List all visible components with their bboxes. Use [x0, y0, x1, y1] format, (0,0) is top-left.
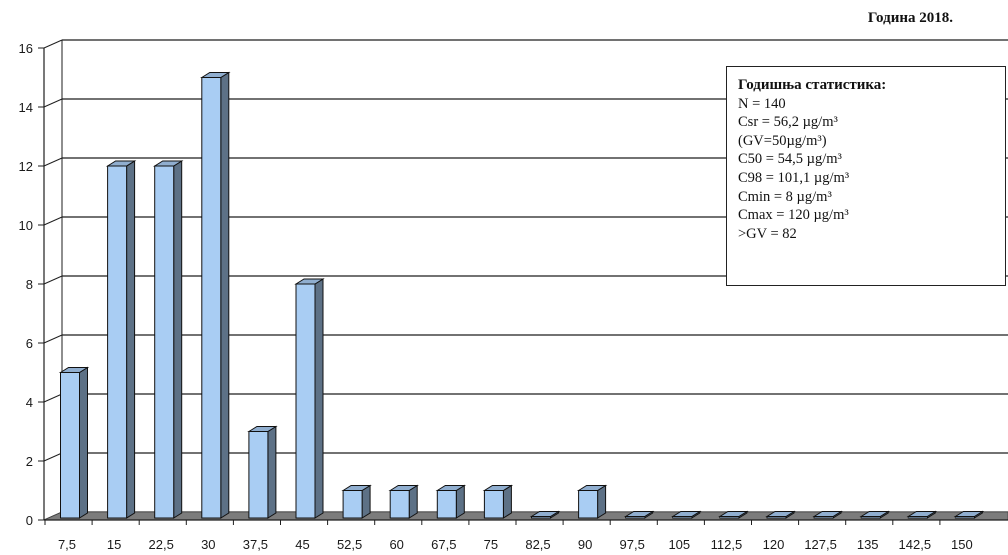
bar — [483, 490, 504, 519]
y-tick-label: 2 — [26, 454, 33, 469]
bar — [766, 516, 787, 519]
bar — [907, 516, 928, 519]
bar — [201, 77, 222, 519]
bar-side — [314, 278, 324, 519]
x-tick-label: 60 — [389, 537, 403, 552]
x-tick-label: 67,5 — [431, 537, 456, 552]
grid-line-diagonal — [43, 39, 63, 49]
x-tick-label: 15 — [107, 537, 121, 552]
bar-side — [173, 160, 183, 519]
bar — [813, 516, 834, 519]
statistics-line: C50 = 54,5 µg/m³ — [738, 151, 842, 168]
statistics-line: Csr = 56,2 µg/m³ — [738, 114, 838, 131]
y-tick-label: 8 — [26, 277, 33, 292]
grid-line-diagonal — [43, 393, 63, 403]
bar-side — [597, 484, 607, 519]
x-tick-label: 120 — [763, 537, 785, 552]
x-tick-label: 22,5 — [149, 537, 174, 552]
bar-side — [79, 366, 88, 519]
y-tick-label: 14 — [19, 100, 33, 115]
bar — [954, 516, 975, 519]
bar — [672, 516, 693, 519]
statistics-line: Cmin = 8 µg/m³ — [738, 188, 832, 205]
grid-line-diagonal — [43, 275, 63, 285]
x-tick-label: 112,5 — [711, 537, 743, 552]
y-tick-label: 6 — [26, 336, 33, 351]
bar — [248, 431, 269, 519]
bar-side — [502, 484, 512, 519]
bar-side — [267, 425, 277, 519]
statistics-title: Годишња статистика: — [738, 77, 887, 93]
statistics-line: C98 = 101,1 µg/m³ — [738, 169, 850, 186]
bar-side — [126, 160, 136, 519]
x-tick-label: 105 — [668, 537, 690, 552]
y-tick-label: 16 — [19, 41, 33, 56]
y-tick-label: 4 — [26, 395, 33, 410]
x-tick-label: 30 — [201, 537, 215, 552]
bar — [531, 516, 551, 519]
bar — [719, 516, 740, 519]
x-tick-label: 45 — [295, 537, 309, 552]
y-tick-label: 0 — [26, 513, 33, 528]
statistics-line: N = 140 — [738, 95, 786, 112]
x-tick-labels: 7,5 15 22,5 30 37,5 45 52,5 60 67,5 75 82,5 90 97,5 1… — [58, 537, 973, 552]
x-tick-label: 127,5 — [804, 537, 837, 552]
x-tick-label: 82,5 — [525, 537, 550, 552]
x-tick-label: 7,5 — [58, 537, 76, 552]
statistics-line: (GV=50µg/m³) — [738, 132, 827, 149]
grid-line-diagonal — [43, 216, 63, 226]
bar-side — [455, 484, 465, 519]
bar — [107, 165, 128, 519]
bar — [154, 165, 175, 519]
bar — [389, 490, 410, 519]
statistics-line: Cmax = 120 µg/m³ — [738, 207, 849, 224]
bars — [58, 71, 985, 519]
bar — [295, 283, 316, 519]
bar-side — [361, 484, 371, 519]
grid-line-diagonal — [43, 334, 63, 344]
year-label: Година 2018. — [867, 10, 953, 26]
y-tick-label: 12 — [19, 159, 33, 174]
bar — [860, 516, 881, 519]
bar-side — [408, 484, 418, 519]
x-tick-label: 75 — [484, 537, 498, 552]
x-tick-label: 52,5 — [337, 537, 362, 552]
x-tick-label: 150 — [951, 537, 973, 552]
grid-line-diagonal — [43, 157, 63, 167]
x-tick-label: 135 — [857, 537, 879, 552]
x-tick-label: 90 — [578, 537, 592, 552]
bar-side — [220, 71, 230, 519]
statistics-line: >GV = 82 — [738, 225, 797, 242]
x-tick-label: 97,5 — [620, 537, 645, 552]
bar — [342, 490, 363, 519]
bar — [578, 490, 599, 519]
bar — [60, 372, 80, 519]
grid-line-diagonal — [43, 98, 63, 108]
x-tick-label: 37,5 — [243, 537, 268, 552]
y-tick-labels: 0 2 4 6 8 10 12 14 16 — [19, 41, 33, 528]
bar — [436, 490, 457, 519]
x-tick-label: 142,5 — [899, 537, 932, 552]
y-tick-label: 10 — [19, 218, 33, 233]
bar — [625, 516, 646, 519]
statistics-box: Годишња статистика: N = 140 Csr = 56,2 µ… — [726, 66, 1006, 286]
grid-line-diagonal — [43, 452, 63, 462]
